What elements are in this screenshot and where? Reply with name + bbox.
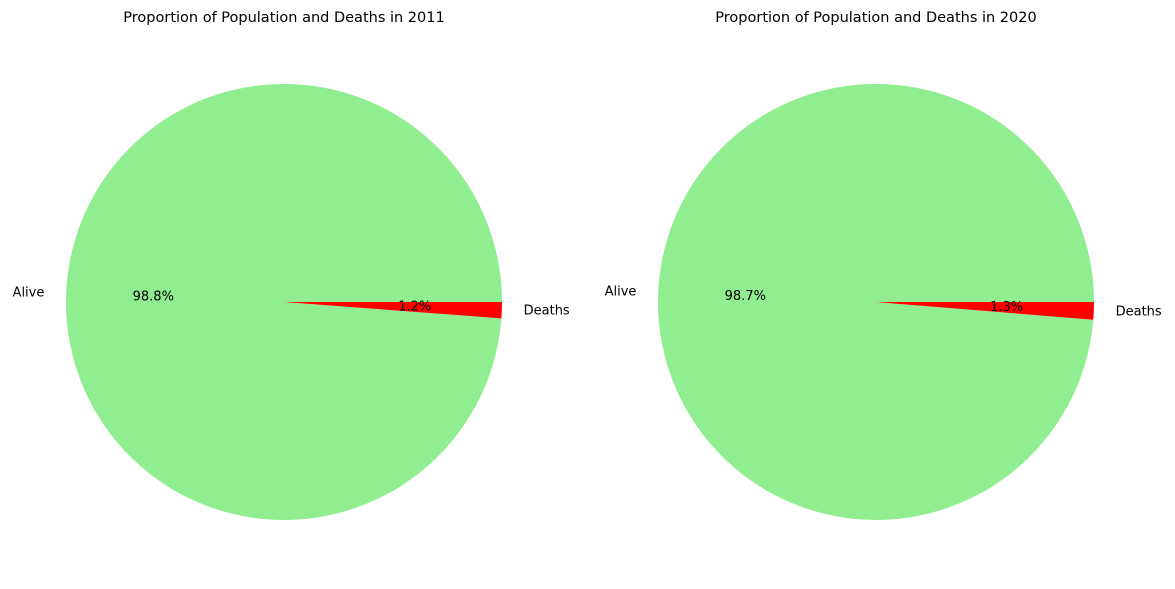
- pie-slice-alive-2011: [65, 83, 502, 520]
- pie-slice-alive-2020: [657, 83, 1094, 520]
- pie-slices-2011: [65, 83, 502, 520]
- pie-chart-2020: Proportion of Population and Deaths in 2…: [605, 10, 1162, 520]
- pie-slices-2020: [657, 83, 1094, 520]
- pct-label-alive-2011: 98.8%: [133, 290, 174, 305]
- pct-label-deaths-2020: 1.3%: [990, 300, 1023, 315]
- pct-label-deaths-2011: 1.2%: [398, 299, 431, 314]
- slice-label-alive-2011: Alive: [13, 285, 45, 300]
- pct-label-alive-2020: 98.7%: [725, 289, 766, 304]
- chart-title-2020: Proportion of Population and Deaths in 2…: [715, 10, 1036, 26]
- pie-chart-2011: Proportion of Population and Deaths in 2…: [13, 10, 570, 520]
- chart-title-2011: Proportion of Population and Deaths in 2…: [123, 10, 444, 26]
- pie-slice-deaths-2011: [284, 302, 502, 319]
- slice-label-deaths-2020: Deaths: [1116, 304, 1162, 319]
- pie-slice-deaths-2020: [876, 302, 1094, 320]
- slice-label-deaths-2011: Deaths: [524, 304, 570, 319]
- slice-label-alive-2020: Alive: [605, 285, 637, 300]
